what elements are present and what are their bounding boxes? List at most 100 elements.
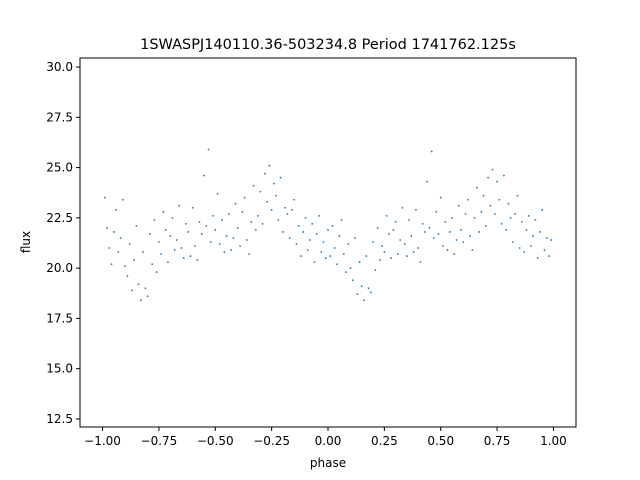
data-point (245, 239, 248, 241)
data-point (385, 214, 388, 217)
data-point (261, 223, 264, 225)
x-tick-label: −1.00 (84, 434, 121, 448)
scatter-series (103, 148, 553, 302)
data-point (126, 275, 129, 278)
data-point (279, 176, 282, 179)
data-point (455, 239, 458, 241)
data-point (187, 231, 190, 233)
data-point (333, 247, 336, 249)
data-point (412, 251, 415, 253)
data-point (148, 233, 151, 235)
data-point (234, 202, 237, 205)
data-point (227, 212, 230, 215)
data-point (189, 255, 192, 257)
y-axis-label: flux (19, 231, 33, 253)
data-point (453, 253, 456, 255)
data-point (406, 255, 408, 257)
data-point (203, 174, 205, 177)
data-point (342, 253, 345, 255)
data-point (345, 271, 347, 274)
data-point (142, 251, 145, 253)
data-point (243, 196, 246, 199)
data-point (173, 249, 176, 251)
data-point (444, 220, 447, 223)
data-point (218, 243, 221, 245)
data-point (530, 245, 532, 247)
data-point (448, 231, 451, 233)
data-point (392, 229, 395, 231)
y-tick-label: 15.0 (46, 362, 73, 376)
data-point (358, 261, 361, 264)
data-point (209, 241, 212, 243)
data-point (313, 261, 316, 264)
data-point (207, 148, 210, 151)
data-point (487, 176, 489, 179)
data-point (514, 212, 517, 215)
y-tick-label: 30.0 (46, 60, 73, 74)
data-point (164, 229, 167, 231)
y-tick-label: 25.0 (46, 161, 73, 175)
data-point (160, 253, 163, 255)
y-tick-label: 12.5 (46, 412, 73, 426)
data-point (439, 196, 442, 199)
data-point (212, 214, 214, 217)
data-point (534, 218, 537, 221)
data-point (464, 212, 467, 215)
data-point (124, 265, 126, 268)
data-point (500, 223, 503, 225)
data-point (430, 150, 433, 153)
data-point (543, 249, 546, 251)
data-point (146, 295, 149, 298)
data-point (277, 218, 280, 221)
data-point (248, 253, 250, 255)
data-point (167, 261, 169, 264)
data-point (200, 233, 203, 235)
data-point (415, 208, 417, 211)
data-point (196, 259, 199, 261)
data-point (383, 251, 386, 253)
data-point (106, 227, 108, 229)
data-point (491, 168, 494, 171)
data-point (223, 251, 226, 253)
data-point (365, 255, 368, 257)
y-tick-label: 27.5 (46, 110, 73, 124)
data-point (137, 283, 140, 286)
data-point (507, 202, 510, 205)
data-point (304, 216, 307, 219)
data-point (390, 257, 393, 259)
data-point (171, 216, 174, 219)
chart-title: 1SWASPJ140110.36-503234.8 Period 1741762… (140, 37, 516, 53)
data-point (185, 223, 187, 225)
data-point (433, 237, 435, 239)
data-point (367, 287, 370, 290)
x-tick-label: 0.75 (484, 434, 511, 448)
data-point (178, 204, 181, 207)
data-point (158, 241, 160, 243)
data-point (133, 259, 136, 261)
data-point (130, 289, 133, 292)
data-point (259, 190, 262, 193)
data-point (270, 208, 273, 211)
data-point (176, 239, 178, 241)
data-point (340, 218, 343, 221)
data-point (437, 233, 440, 235)
data-point (221, 218, 223, 221)
data-point (128, 243, 131, 245)
data-point (349, 267, 352, 270)
data-point (315, 233, 318, 235)
data-point (268, 164, 271, 167)
data-point (520, 220, 523, 223)
data-point (347, 243, 350, 245)
y-tick-label: 22.5 (46, 211, 73, 225)
data-point (250, 220, 253, 223)
data-point (236, 227, 239, 229)
data-point (306, 249, 309, 251)
data-point (254, 229, 257, 231)
data-point (351, 279, 354, 282)
data-point (363, 299, 365, 302)
data-point (241, 210, 244, 213)
data-point (286, 212, 289, 215)
data-point (469, 235, 471, 237)
data-point (322, 241, 325, 243)
